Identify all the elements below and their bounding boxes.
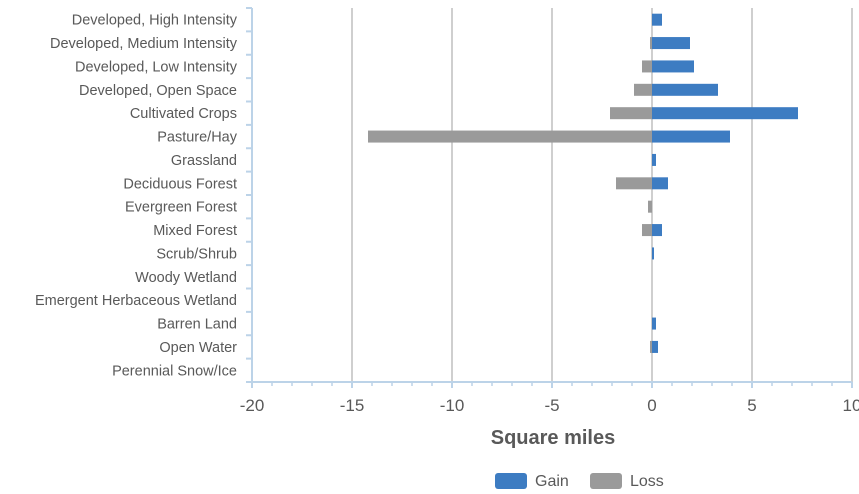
legend-swatch-gain	[495, 473, 527, 489]
bar-gain	[652, 317, 656, 330]
bar-gain	[652, 153, 656, 166]
category-label: Open Water	[159, 340, 237, 356]
legend-swatch-loss	[590, 473, 622, 489]
x-tick-label: 10	[843, 396, 859, 415]
bar-gain	[652, 107, 798, 120]
bar-loss	[650, 340, 652, 353]
category-label: Pasture/Hay	[157, 130, 238, 146]
x-axis: -20 -15 -10 -5 0 5 10	[240, 381, 859, 415]
legend: Gain Loss	[495, 473, 664, 490]
x-tick-label: -5	[544, 396, 559, 415]
category-label: Developed, Low Intensity	[75, 59, 238, 75]
category-label: Mixed Forest	[153, 223, 237, 239]
bar-gain	[652, 247, 654, 260]
category-label: Developed, Open Space	[79, 83, 237, 99]
legend-label-loss: Loss	[630, 473, 664, 490]
x-tick-label: 5	[747, 396, 756, 415]
category-label: Emergent Herbaceous Wetland	[35, 293, 237, 309]
category-label: Developed, High Intensity	[72, 13, 238, 29]
bars	[368, 13, 798, 353]
category-label: Deciduous Forest	[123, 176, 237, 192]
y-axis: Developed, High Intensity Developed, Medi…	[35, 7, 253, 383]
bar-loss	[650, 37, 652, 50]
bar-loss	[642, 60, 652, 73]
x-tick-label: 0	[647, 396, 656, 415]
category-label: Evergreen Forest	[125, 200, 237, 216]
bar-gain	[652, 37, 690, 50]
x-tick-label: -20	[240, 396, 265, 415]
bar-gain	[652, 13, 662, 26]
category-label: Scrub/Shrub	[156, 246, 237, 262]
category-label: Barren Land	[157, 317, 237, 333]
category-label: Perennial Snow/Ice	[112, 363, 237, 379]
category-label: Grassland	[171, 153, 237, 169]
category-label: Developed, Medium Intensity	[50, 36, 238, 52]
bar-loss	[368, 130, 652, 143]
category-label: Cultivated Crops	[130, 106, 237, 122]
bar-loss	[610, 107, 652, 120]
bar-loss	[634, 83, 652, 96]
category-label: Woody Wetland	[135, 270, 237, 286]
bar-gain	[652, 340, 658, 353]
bar-gain	[652, 224, 662, 237]
x-tick-label: -10	[440, 396, 465, 415]
bar-gain	[652, 83, 718, 96]
x-axis-title: Square miles	[491, 427, 616, 449]
legend-label-gain: Gain	[535, 473, 569, 490]
bar-gain	[652, 60, 694, 73]
bar-gain	[652, 177, 668, 190]
grid-lines	[251, 8, 853, 382]
bar-loss	[648, 200, 652, 213]
bar-gain	[652, 130, 730, 143]
bar-loss	[642, 224, 652, 237]
x-tick-label: -15	[340, 396, 365, 415]
bar-loss	[616, 177, 652, 190]
